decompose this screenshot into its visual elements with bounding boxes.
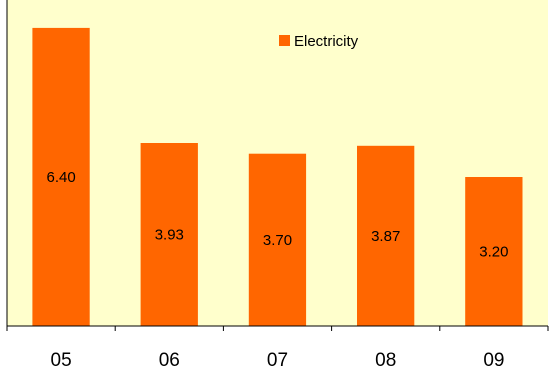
x-tick-label-08: 08 [375, 350, 396, 371]
bar-09 [465, 177, 523, 326]
data-labels-group: 6.40 3.93 3.70 3.87 3.20 [46, 169, 508, 261]
x-tick-label-06: 06 [159, 350, 180, 371]
bars-group [32, 27, 523, 327]
bar-08 [357, 145, 415, 326]
x-tick-labels-group: 05 06 07 08 09 [51, 350, 505, 371]
x-tick-label-07: 07 [267, 350, 288, 371]
bar-06 [140, 143, 198, 326]
data-label-05: 6.40 [46, 169, 75, 186]
data-label-07: 3.70 [263, 232, 292, 249]
x-tick-label-09: 09 [483, 350, 504, 371]
data-label-09: 3.20 [479, 244, 508, 261]
bar-07 [248, 153, 307, 326]
data-label-08: 3.87 [371, 228, 400, 245]
data-label-06: 3.93 [155, 227, 184, 244]
legend-swatch [279, 35, 290, 46]
legend-label-electricity: Electricity [294, 33, 359, 50]
bar-05 [32, 27, 90, 327]
x-tick-label-05: 05 [51, 350, 72, 371]
x-ticks-group [6, 326, 549, 331]
legend: Electricity [279, 33, 359, 50]
